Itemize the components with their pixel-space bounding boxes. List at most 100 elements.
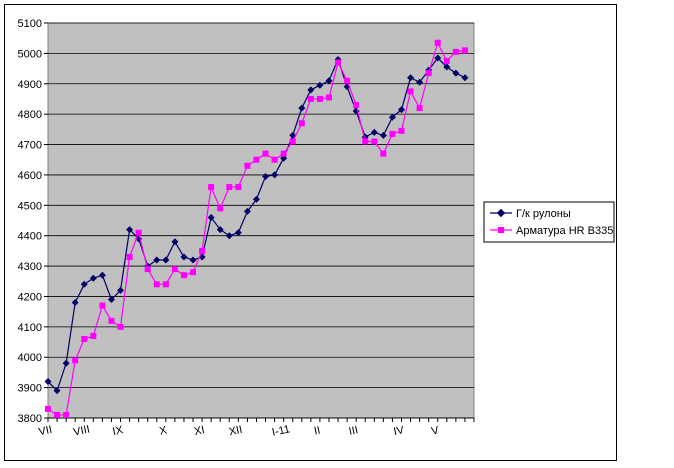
x-tick-label: X xyxy=(158,424,168,437)
series-2-point xyxy=(316,95,323,102)
series-2-point xyxy=(199,247,206,254)
series-1-point xyxy=(80,280,88,288)
y-tick-label: 4200 xyxy=(18,291,42,303)
series-1-point xyxy=(461,74,469,82)
plot-area xyxy=(47,22,475,419)
series-2-point xyxy=(280,150,287,157)
series-1-point xyxy=(117,286,125,294)
series-1-point xyxy=(298,104,306,112)
gridlines xyxy=(48,22,474,389)
series-2-point xyxy=(208,184,215,191)
x-tick-label: V xyxy=(430,424,440,437)
y-tick-label: 4800 xyxy=(18,109,42,121)
y-tick-label: 4500 xyxy=(18,200,42,212)
series-2-point xyxy=(126,253,133,260)
series-2-point xyxy=(117,323,124,330)
series-2-point xyxy=(389,130,396,137)
series-lines xyxy=(44,39,469,418)
series-1-point xyxy=(62,359,70,367)
series-1-point xyxy=(370,128,378,136)
series-2-point xyxy=(235,184,242,191)
x-axis: VII VIII IX X XI XII I-11 II III IV V xyxy=(38,417,475,439)
series-2-point xyxy=(289,138,296,145)
series-1-point xyxy=(53,387,61,395)
legend-label-series-1: Г/к рулоны xyxy=(516,208,571,220)
series-2-point xyxy=(344,77,351,84)
series-1-point xyxy=(452,69,460,77)
series-1-point xyxy=(153,256,161,264)
series-2-point xyxy=(325,94,332,101)
series-2-point xyxy=(307,95,314,102)
x-tick-label: III xyxy=(348,424,359,438)
y-tick-label: 5000 xyxy=(18,48,42,60)
series-1-point xyxy=(316,81,324,89)
series-2-point xyxy=(416,105,423,112)
series-2-point xyxy=(335,59,342,66)
series-2-point xyxy=(45,405,51,412)
series-2-point xyxy=(407,88,414,95)
series-1-point xyxy=(89,274,97,282)
series-1-point xyxy=(198,253,206,261)
series-2-point xyxy=(425,70,432,77)
legend: Г/к рулоны Арматура HR B335 xyxy=(483,201,615,243)
series-2-point xyxy=(81,336,88,342)
series-1-point xyxy=(44,378,52,386)
series-2-point xyxy=(63,411,70,418)
series-1-point xyxy=(416,78,424,86)
series-2-point xyxy=(144,266,151,273)
x-tick-label: II xyxy=(313,425,321,438)
x-tick-label: IX xyxy=(112,424,125,438)
y-tick-label: 4000 xyxy=(18,352,42,364)
x-tick-label: VII xyxy=(38,424,54,439)
series-2-point xyxy=(162,281,169,288)
series-1-point xyxy=(252,195,260,203)
series-1-point xyxy=(162,256,170,264)
series-2-point xyxy=(244,162,251,169)
y-tick-label: 3900 xyxy=(18,383,42,395)
series-1-point xyxy=(71,299,79,307)
y-tick-label: 4300 xyxy=(18,261,42,273)
y-tick-label: 4400 xyxy=(18,231,42,243)
series-2-point xyxy=(90,332,97,339)
series-1-point xyxy=(207,213,215,221)
series-1-point xyxy=(379,131,387,139)
series-2-point xyxy=(271,156,278,163)
y-axis-tick-labels: 3800 3900 4000 4100 4200 4300 4400 4500 4600 4700… xyxy=(18,18,48,425)
series-1-point xyxy=(434,54,442,62)
series-1-point xyxy=(397,106,405,114)
series-2-point xyxy=(461,47,468,54)
series-2-point xyxy=(398,127,405,134)
series-1-point xyxy=(225,232,233,240)
legend-box xyxy=(483,201,615,243)
series-2-point xyxy=(371,138,378,145)
x-tick-label: I-11 xyxy=(271,423,291,439)
series-1-point xyxy=(98,271,106,279)
series-1-point xyxy=(243,207,251,215)
series-2-point xyxy=(253,156,260,163)
series-1-point xyxy=(388,113,396,121)
series-1-point xyxy=(271,171,279,179)
series-2-point xyxy=(180,272,187,279)
series-2-point xyxy=(72,357,79,364)
y-tick-label: 4100 xyxy=(18,322,42,334)
series-2-point xyxy=(434,39,441,46)
x-tick-label: XII xyxy=(228,424,244,439)
y-tick-label: 4700 xyxy=(18,140,42,152)
series-2-point xyxy=(226,184,233,191)
series-1-point xyxy=(216,226,224,234)
series-2-point xyxy=(452,48,459,55)
series-2-point xyxy=(54,411,61,418)
series-2-point xyxy=(190,269,197,276)
series-1-point xyxy=(307,86,315,94)
y-tick-label: 4900 xyxy=(18,79,42,91)
series-2-point xyxy=(99,302,106,309)
y-tick-label: 5100 xyxy=(18,18,42,30)
series-2-point xyxy=(108,317,115,324)
series-2-point xyxy=(362,138,369,145)
series-2-point xyxy=(135,229,142,236)
series-1-point xyxy=(171,238,179,246)
series-2-point xyxy=(353,102,360,109)
series-1-point xyxy=(443,63,451,71)
series-2-point xyxy=(262,150,269,157)
